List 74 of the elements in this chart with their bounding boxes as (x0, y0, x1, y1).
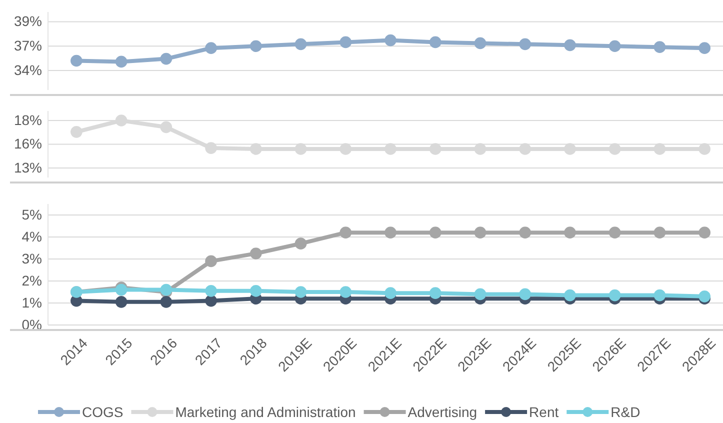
point (205, 284, 217, 297)
point (160, 121, 172, 134)
point (70, 126, 82, 138)
point (384, 287, 396, 300)
point (250, 284, 262, 297)
y-tick-label: 39% (14, 13, 42, 30)
point (564, 289, 576, 302)
point (294, 238, 307, 250)
point (115, 296, 128, 308)
y-tick-label: 37% (14, 38, 42, 54)
point (340, 36, 352, 48)
point (340, 143, 352, 155)
point (564, 39, 576, 52)
point (70, 54, 82, 67)
point (654, 41, 666, 54)
point (519, 38, 532, 50)
point (205, 255, 217, 268)
point (250, 40, 262, 52)
point (205, 42, 217, 54)
point (608, 289, 621, 302)
point (654, 143, 666, 155)
point (250, 143, 262, 155)
point (474, 288, 486, 300)
point (340, 226, 352, 239)
point (384, 226, 396, 239)
point (429, 36, 442, 48)
legend-label: R&D (610, 404, 640, 420)
point (474, 143, 486, 155)
point (340, 286, 352, 298)
point (698, 42, 710, 54)
point (519, 288, 532, 300)
point (474, 37, 486, 50)
point (608, 143, 621, 155)
y-tick-label: 4% (22, 228, 42, 244)
point (429, 287, 442, 300)
legend-label: COGS (82, 404, 124, 420)
point (654, 289, 666, 302)
legend-label: Rent (529, 404, 559, 420)
point (654, 226, 666, 239)
point (115, 56, 128, 68)
y-tick-label: 18% (14, 112, 42, 128)
point (160, 284, 172, 296)
y-tick-label: 3% (22, 250, 42, 266)
y-tick-label: 5% (22, 206, 42, 222)
point (160, 52, 172, 65)
point (294, 143, 307, 155)
point (564, 226, 576, 239)
point (698, 226, 710, 239)
point (519, 143, 532, 155)
point (294, 38, 307, 50)
y-tick-label: 16% (14, 136, 42, 152)
point (698, 143, 710, 155)
point (608, 40, 621, 52)
point (384, 34, 396, 46)
point (294, 286, 307, 298)
point (608, 226, 621, 239)
legend-label: Marketing and Administration (175, 404, 356, 420)
y-tick-label: 13% (14, 159, 42, 176)
point (205, 142, 217, 154)
point (205, 294, 217, 307)
point (564, 143, 576, 155)
point (250, 248, 262, 260)
point (698, 290, 710, 302)
point (519, 226, 532, 239)
point (429, 226, 442, 239)
point (474, 226, 486, 239)
y-tick-label: 2% (22, 272, 42, 288)
point (115, 114, 128, 126)
point (429, 143, 442, 155)
legend-label: Advertising (408, 404, 478, 420)
y-tick-label: 1% (22, 294, 42, 310)
point (384, 143, 396, 155)
point (160, 296, 172, 308)
y-tick-label: 34% (14, 62, 42, 78)
